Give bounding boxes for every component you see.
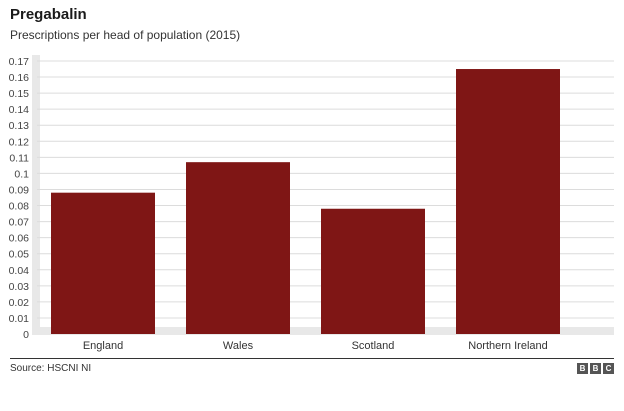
footer-divider <box>10 358 614 359</box>
y-tick-label: 0.07 <box>9 217 30 229</box>
x-category-label: Scotland <box>352 340 395 352</box>
y-tick-label: 0.12 <box>9 136 30 148</box>
y-tick-label: 0.06 <box>9 233 30 245</box>
y-tick-label: 0 <box>23 329 29 341</box>
y-tick-label: 0.16 <box>9 72 30 84</box>
x-category-label: Wales <box>223 340 254 352</box>
y-axis-band <box>32 55 40 334</box>
y-tick-label: 0.15 <box>9 88 30 100</box>
y-tick-label: 0.11 <box>9 152 29 164</box>
bar-scotland <box>321 208 425 334</box>
bbc-logo: B B C <box>577 363 614 374</box>
y-tick-label: 0.08 <box>9 201 30 213</box>
bar-northern-ireland <box>456 69 560 334</box>
bar-england <box>51 192 155 334</box>
y-tick-label: 0.13 <box>9 120 30 132</box>
chart-title: Pregabalin <box>10 6 87 23</box>
y-tick-label: 0.02 <box>9 297 30 309</box>
bar-wales <box>186 162 290 334</box>
y-tick-label: 0.1 <box>14 168 29 180</box>
y-tick-label: 0.05 <box>9 249 30 261</box>
y-tick-label: 0.09 <box>9 184 30 196</box>
y-tick-label: 0.04 <box>9 265 30 277</box>
y-tick-label: 0.14 <box>9 104 30 116</box>
logo-letter-c: C <box>603 363 614 374</box>
logo-letter-b2: B <box>590 363 601 374</box>
source-note: Source: HSCNI NI <box>10 363 92 374</box>
y-tick-label: 0.01 <box>9 313 30 325</box>
y-tick-label: 0.17 <box>9 56 30 68</box>
x-category-label: England <box>83 340 123 352</box>
logo-letter-b1: B <box>577 363 588 374</box>
y-tick-label: 0.03 <box>9 281 30 293</box>
x-category-label: Northern Ireland <box>468 340 548 352</box>
chart-subtitle: Prescriptions per head of population (20… <box>10 28 241 42</box>
